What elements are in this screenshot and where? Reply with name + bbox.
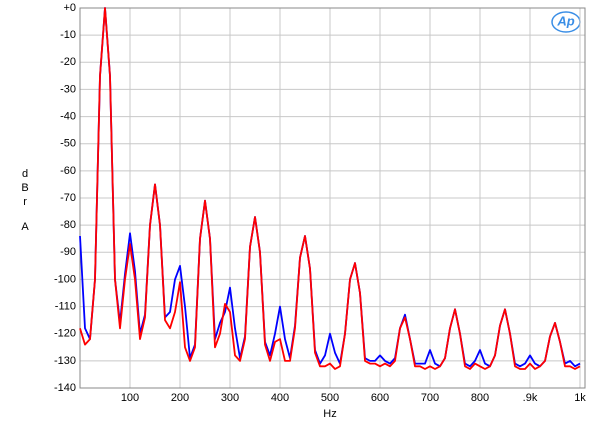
y-tick-label: +0 [63, 2, 76, 14]
y-axis-label: dBr [19, 168, 31, 210]
y-tick-label: -20 [60, 56, 76, 68]
y-tick-label: -90 [60, 246, 76, 258]
y-tick-label: -70 [60, 192, 76, 204]
x-tick-label: 600 [371, 392, 389, 404]
x-tick-label: 1k [574, 392, 586, 404]
x-tick-label: 300 [221, 392, 239, 404]
x-axis-label: Hz [323, 408, 336, 420]
y-tick-label: -130 [54, 355, 76, 367]
x-tick-label: 500 [321, 392, 339, 404]
y-tick-label: -140 [54, 382, 76, 394]
y-tick-label: -100 [54, 273, 76, 285]
x-tick-label: 700 [421, 392, 439, 404]
x-tick-label: 100 [121, 392, 139, 404]
y-tick-label: -10 [60, 29, 76, 41]
y-tick-label: -120 [54, 328, 76, 340]
y-tick-label: -40 [60, 110, 76, 122]
y-tick-label: -50 [60, 138, 76, 150]
x-tick-label: 400 [271, 392, 289, 404]
y-tick-label: -80 [60, 219, 76, 231]
x-tick-label: .9k [523, 392, 538, 404]
y-tick-label: -110 [55, 300, 76, 312]
plot-frame [79, 7, 586, 389]
series-line [79, 7, 581, 370]
logo: Ap [556, 13, 574, 28]
y-axis-unit: A [21, 221, 29, 233]
y-tick-label: -60 [60, 165, 76, 177]
x-tick-label: 800 [471, 392, 489, 404]
y-tick-label: -30 [60, 83, 76, 95]
x-tick-label: 200 [171, 392, 189, 404]
